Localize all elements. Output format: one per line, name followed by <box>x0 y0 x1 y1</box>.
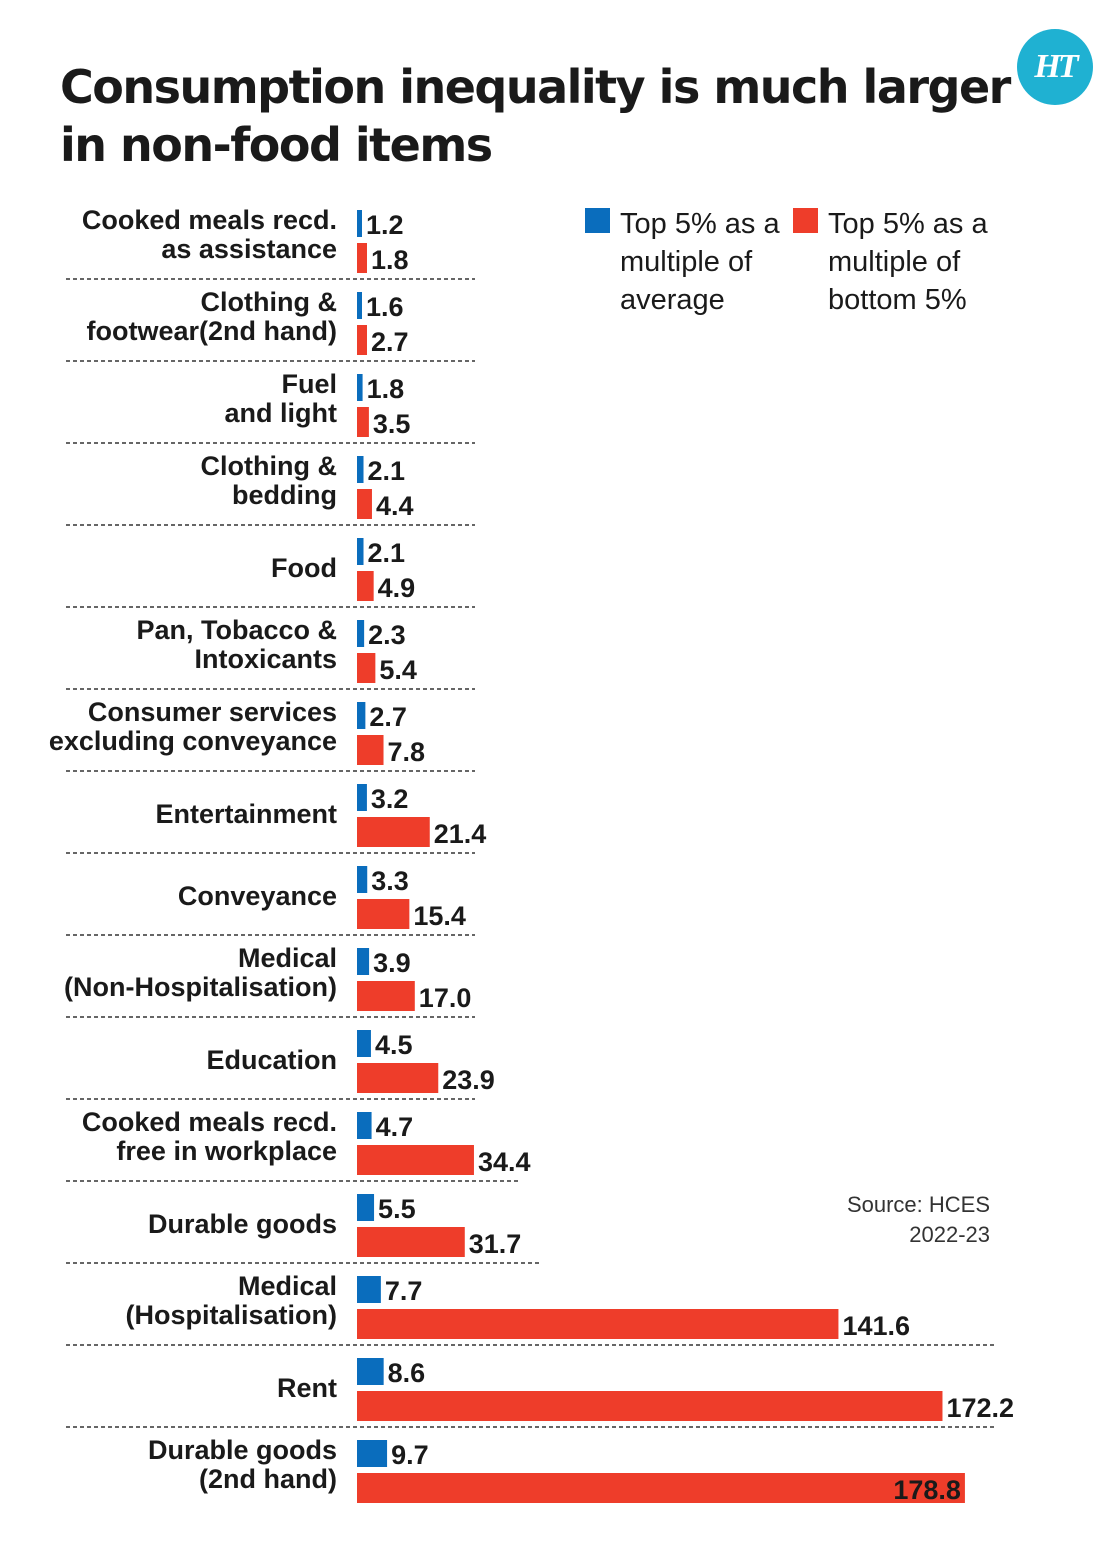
category-label: Medical (Non-Hospitalisation) <box>64 943 337 1002</box>
category-label: Durable goods (2nd hand) <box>148 1435 337 1494</box>
bar-average <box>357 1194 375 1221</box>
category-label: Medical (Hospitalisation) <box>125 1271 337 1330</box>
bar-average <box>357 374 363 401</box>
category-label: Conveyance <box>178 881 337 911</box>
value-label-average: 2.3 <box>368 620 406 650</box>
legend-swatch-average <box>585 208 610 233</box>
value-label-average: 4.5 <box>375 1030 413 1060</box>
category-label: Clothing & bedding <box>201 451 337 510</box>
bar-bottom <box>357 653 376 683</box>
bar-bottom <box>357 1145 474 1175</box>
bar-bottom <box>357 735 384 765</box>
value-label-average: 2.7 <box>369 702 407 732</box>
bar-average <box>357 538 364 565</box>
category-label: Pan, Tobacco & Intoxicants <box>136 615 337 674</box>
bar-bottom <box>357 407 369 437</box>
value-label-bottom: 34.4 <box>478 1147 531 1177</box>
bar-average <box>357 1112 372 1139</box>
category-label: Cooked meals recd. free in workplace <box>82 1107 337 1166</box>
value-label-bottom: 2.7 <box>371 327 409 357</box>
value-label-bottom: 17.0 <box>419 983 472 1013</box>
bar-average <box>357 210 362 237</box>
bar-bottom <box>357 899 410 929</box>
value-label-average: 8.6 <box>388 1358 426 1388</box>
value-label-average: 3.2 <box>371 784 409 814</box>
category-label: Food <box>271 553 337 583</box>
bar-average <box>357 456 364 483</box>
ht-logo: HT <box>1017 29 1093 105</box>
value-label-bottom: 31.7 <box>469 1229 522 1259</box>
value-label-average: 5.5 <box>378 1194 416 1224</box>
source-note: Source: HCES 2022-23 <box>846 1192 990 1247</box>
bar-average <box>357 620 365 647</box>
bar-average <box>357 784 367 811</box>
value-label-bottom: 141.6 <box>842 1311 910 1341</box>
bar-bottom <box>357 243 367 273</box>
value-label-bottom: 21.4 <box>434 819 487 849</box>
bar-bottom <box>357 1063 439 1093</box>
value-label-average: 2.1 <box>368 538 406 568</box>
bar-bottom <box>357 981 415 1011</box>
bar-average <box>357 1276 381 1303</box>
category-label: Education <box>206 1045 337 1075</box>
value-label-average: 1.6 <box>366 292 404 322</box>
category-label: Entertainment <box>155 799 337 829</box>
bar-bottom <box>357 489 372 519</box>
bar-bottom <box>357 817 430 847</box>
category-label: Fuel and light <box>225 369 337 428</box>
bar-average <box>357 866 368 893</box>
bar-average <box>357 292 362 319</box>
value-label-bottom: 172.2 <box>946 1393 1014 1423</box>
chart-title: Consumption inequality is much larger in… <box>60 60 1011 172</box>
value-label-bottom: 7.8 <box>388 737 426 767</box>
bar-bottom <box>357 1473 965 1503</box>
bar-average <box>357 1440 388 1467</box>
value-label-bottom: 3.5 <box>373 409 411 439</box>
value-label-bottom: 15.4 <box>413 901 466 931</box>
value-label-average: 9.7 <box>391 1440 429 1470</box>
bar-bottom <box>357 1391 943 1421</box>
category-label: Rent <box>277 1373 337 1403</box>
value-label-bottom: 5.4 <box>379 655 417 685</box>
bar-bottom <box>357 325 367 355</box>
bar-bottom <box>357 571 374 601</box>
bar-average <box>357 1030 371 1057</box>
value-label-bottom: 23.9 <box>442 1065 495 1095</box>
value-label-average: 3.3 <box>371 866 409 896</box>
bar-bottom <box>357 1309 839 1339</box>
legend-label-average: Top 5% as a multiple of average <box>620 208 780 316</box>
value-label-bottom: 178.8 <box>893 1475 961 1505</box>
value-label-bottom: 1.8 <box>371 245 409 275</box>
category-label: Cooked meals recd. as assistance <box>82 205 337 264</box>
legend-swatch-bottom <box>793 208 818 233</box>
category-label: Clothing & footwear(2nd hand) <box>87 287 338 346</box>
value-label-average: 2.1 <box>368 456 406 486</box>
value-label-average: 1.2 <box>366 210 404 240</box>
bar-average <box>357 1358 384 1385</box>
value-label-average: 3.9 <box>373 948 411 978</box>
value-label-average: 7.7 <box>385 1276 423 1306</box>
legend-label-bottom: Top 5% as a multiple of bottom 5% <box>828 208 988 316</box>
bar-average <box>357 702 366 729</box>
value-label-average: 1.8 <box>367 374 405 404</box>
bar-bottom <box>357 1227 465 1257</box>
value-label-bottom: 4.9 <box>378 573 416 603</box>
value-label-average: 4.7 <box>376 1112 414 1142</box>
category-label: Consumer services excluding conveyance <box>49 697 337 756</box>
value-label-bottom: 4.4 <box>376 491 414 521</box>
bar-average <box>357 948 370 975</box>
category-label: Durable goods <box>148 1209 337 1239</box>
